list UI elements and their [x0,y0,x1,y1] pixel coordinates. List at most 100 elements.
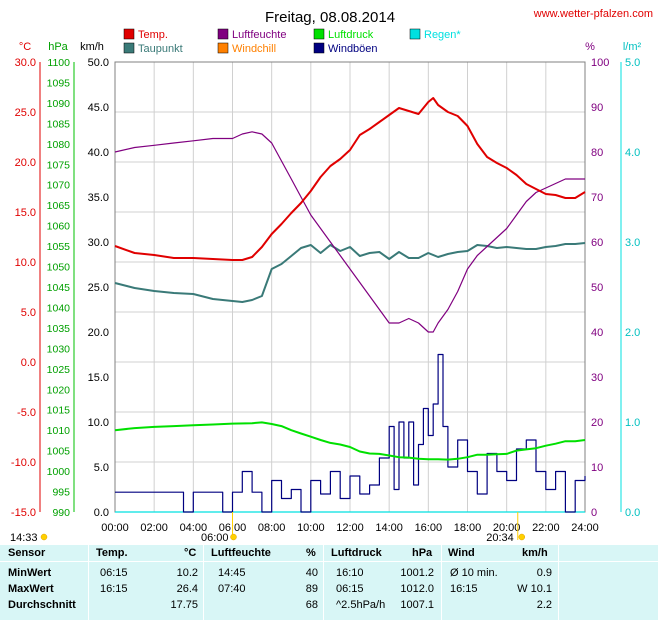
tick-label-wind: 45.0 [88,102,109,114]
tick-label-pressure: 1000 [47,466,71,478]
tick-label-pressure: 1085 [47,118,71,130]
tick-label-humidity: 80 [591,147,603,159]
sunrise-time: 06:00 [201,532,229,544]
legend-label: Taupunkt [138,43,183,55]
tick-label-humidity: 10 [591,462,603,474]
legend-swatch [313,28,325,40]
tick-label-pressure: 1060 [47,221,71,233]
tick-label-pressure: 1020 [47,384,71,396]
tick-label-temp: 20.0 [15,157,36,169]
weather-chart: Freitag, 08.08.2014 www.wetter-pfalzen.c… [10,8,653,544]
stat-hum-time: 14:45 [218,567,246,579]
tick-label-pressure: 1040 [47,302,71,314]
tick-label-humidity: 40 [591,327,603,339]
stat-label: MinWert [8,567,52,579]
legend-swatch [409,28,421,40]
tick-label-rain: 3.0 [625,237,640,249]
stat-wind-val: 2.2 [536,599,552,611]
stat-press-val: 1012.0 [400,583,434,595]
stat-label: MaxWert [8,583,54,595]
stat-hum-val: 40 [305,567,318,579]
legend: Temp. Taupunkt Luftfeuchte Windchill Luftdru… [123,28,461,55]
stat-press-time: 16:10 [336,567,364,579]
tick-label-humidity: 20 [591,417,603,429]
tick-label-pressure: 1070 [47,180,71,192]
tick-label-temp: -15.0 [11,507,36,519]
tick-label-wind: 30.0 [88,237,109,249]
legend-swatch [217,42,229,54]
tick-label-pressure: 1035 [47,323,71,335]
tick-label-rain: 2.0 [625,327,640,339]
tick-label-temp: 5.0 [21,307,36,319]
legend-label: Windchill [232,43,276,55]
series-windböen [115,353,586,513]
tick-label-x: 12:00 [336,522,364,534]
tick-label-pressure: 1100 [47,57,70,69]
tick-label-pressure: 1050 [47,262,71,274]
tick-label-humidity: 60 [591,237,603,249]
tick-label-x: 24:00 [571,522,599,534]
legend-swatch [217,28,229,40]
tick-label-x: 04:00 [180,522,208,534]
stat-hum-val: 68 [305,599,318,611]
sun-icon [230,533,237,541]
tick-label-pressure: 1095 [47,77,71,89]
stat-hum-time: 07:40 [218,583,246,595]
stat-press-time: ^2.5hPa/h [336,599,386,611]
legend-label: Windböen [328,43,378,55]
tick-label-wind: 35.0 [88,192,109,204]
stats-col-divider [558,545,559,620]
tick-label-x: 14:00 [375,522,403,534]
tick-label-x: 20:00 [493,522,521,534]
hdr-sensor: Sensor [8,547,46,559]
tick-label-temp: 10.0 [15,257,36,269]
stats-table: Sensor Temp. °C Luftfeuchte % Luftdruck … [0,545,658,620]
legend-label: Luftdruck [328,29,374,41]
tick-label-humidity: 90 [591,102,603,114]
legend-label: Luftfeuchte [232,29,286,41]
tick-label-temp: -5.0 [17,407,36,419]
tick-label-rain: 0.0 [625,507,640,519]
tick-label-temp: -10.0 [11,457,36,469]
tick-label-pressure: 1065 [47,200,71,212]
series-temp [114,97,586,261]
site-label[interactable]: www.wetter-pfalzen.com [533,8,653,20]
tick-label-pressure: 990 [52,507,70,519]
stat-wind-time: Ø 10 min. [450,567,498,579]
hdr-pressure: Luftdruck [331,547,382,559]
stats-col-divider [441,545,442,620]
stats-col-divider [203,545,204,620]
stat-wind-time: 16:15 [450,583,478,595]
tick-label-pressure: 1055 [47,241,71,253]
sunset-time: 20:34 [486,532,514,544]
hdr-temp: Temp. [96,547,128,559]
tick-label-pressure: 1080 [47,139,71,151]
tick-label-x: 16:00 [415,522,443,534]
tick-label-pressure: 1090 [47,98,71,110]
unit-pressure: hPa [48,41,68,53]
stat-press-val: 1007.1 [400,599,434,611]
hdr-humidity: Luftfeuchte [211,547,271,559]
stats-divider [0,561,658,562]
tick-label-x: 08:00 [258,522,286,534]
tick-label-pressure: 1010 [47,425,71,437]
series-luftfeuchte [114,131,585,333]
tick-label-pressure: 1025 [47,364,71,376]
tick-label-pressure: 1015 [47,405,71,417]
tick-label-pressure: 995 [52,487,70,499]
tick-label-rain: 4.0 [625,147,640,159]
stat-temp-val: 10.2 [176,567,198,579]
tick-label-pressure: 1075 [47,159,71,171]
axes: 30.0 25.0 20.0 15.0 10.0 5.0 0.0 -5.0 -10.0 -15.0… [11,57,640,534]
tick-label-temp: 0.0 [21,357,36,369]
tick-label-wind: 40.0 [88,147,109,159]
tick-label-humidity: 30 [591,372,603,384]
stat-press-val: 1001.2 [400,567,434,579]
tick-label-humidity: 70 [591,192,603,204]
grid [114,61,586,513]
stat-press-time: 06:15 [336,583,364,595]
stat-wind-val: 0.9 [536,567,552,579]
hdr-temp-unit: °C [184,547,197,559]
series-layer [114,97,586,513]
tick-label-wind: 20.0 [88,327,109,339]
